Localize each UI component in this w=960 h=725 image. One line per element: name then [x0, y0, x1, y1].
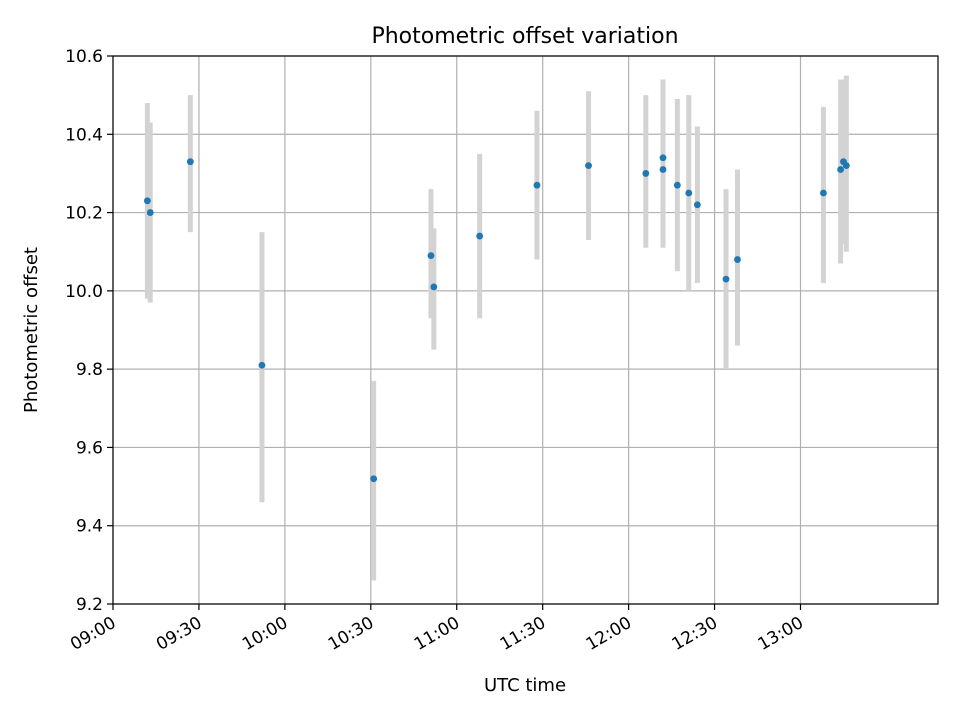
data-point [659, 166, 667, 173]
data-point [722, 275, 730, 283]
y-tick-label: 10.2 [65, 204, 103, 224]
data-point [685, 189, 693, 197]
data-point [585, 162, 592, 170]
data-point [476, 232, 484, 240]
y-tick-label: 10.6 [65, 47, 103, 67]
point-layer [143, 154, 850, 483]
data-point [430, 283, 438, 291]
chart-title: Photometric offset variation [371, 24, 678, 49]
data-point [143, 197, 151, 205]
y-axis-label: Photometric offset [21, 247, 42, 413]
x-axis-label: UTC time [484, 675, 566, 696]
data-point [258, 361, 266, 369]
data-point [186, 158, 194, 166]
data-point [693, 201, 701, 209]
data-point [533, 181, 541, 189]
y-tick-label: 9.8 [76, 360, 103, 380]
data-point [842, 162, 850, 170]
data-point [734, 256, 741, 263]
y-axis: 9.2 9.4 9.6 9.8 10.0 10.2 10.4 10.6 [65, 47, 113, 615]
y-tick-label: 9.4 [76, 517, 103, 537]
y-tick-label: 10.0 [65, 282, 103, 302]
y-tick-label: 9.2 [76, 595, 103, 615]
data-point [820, 189, 827, 197]
y-tick-label: 9.6 [76, 438, 103, 458]
data-point [673, 181, 681, 189]
plot-area [113, 56, 938, 604]
data-point [837, 166, 845, 173]
data-point [146, 209, 154, 216]
data-point [642, 170, 650, 177]
data-point [370, 475, 378, 483]
y-tick-label: 10.4 [65, 125, 103, 145]
plot-frame [112, 55, 939, 605]
data-point [659, 154, 667, 162]
data-point [427, 252, 435, 260]
